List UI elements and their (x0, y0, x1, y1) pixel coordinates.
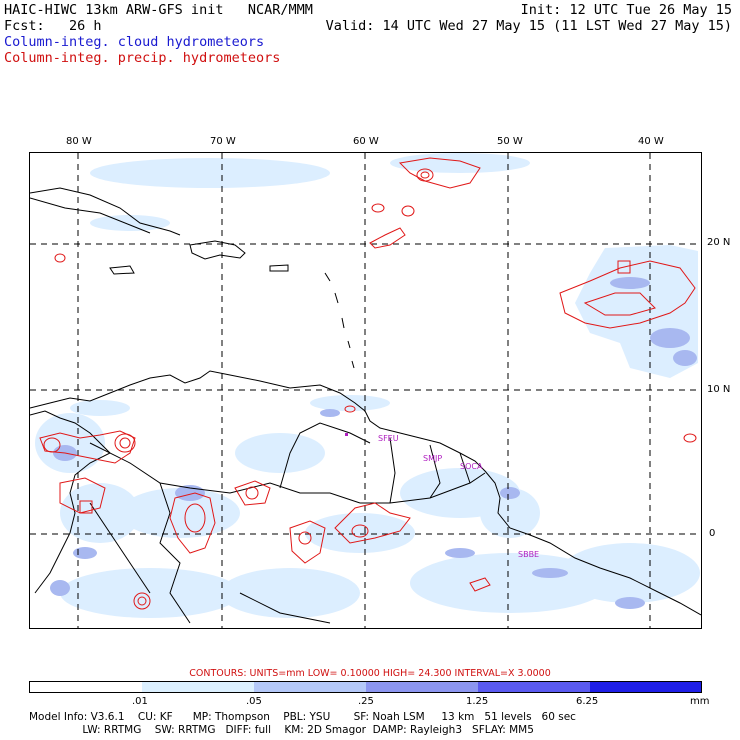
legend-cloud-hydrometeors: Column-integ. cloud hydrometeors (4, 34, 265, 50)
graticule (30, 153, 701, 628)
precip-contours (39, 157, 697, 610)
colorbar-bin-3 (254, 682, 366, 692)
lat-label-0: 0 (709, 528, 716, 539)
colorbar-unit: mm (690, 696, 710, 707)
model-info-line2: LW: RRTMG SW: RRTMG DIFF: full KM: 2D Sm… (29, 724, 534, 736)
colorbar-bin-5 (478, 682, 590, 692)
station-markers: SFEU SMJP SOCA SBBE (345, 433, 539, 559)
legend-precip-hydrometeors: Column-integ. precip. hydrometeors (4, 50, 281, 66)
colorbar-tick-5: 6.25 (576, 696, 599, 707)
init-time: Init: 12 UTC Tue 26 May 15 (520, 2, 732, 18)
plot-title: HAIC-HIWC 13km ARW-GFS init NCAR/MMM (4, 2, 313, 18)
valid-time: Valid: 14 UTC Wed 27 May 15 (11 LST Wed … (325, 18, 732, 34)
lon-label-80w: 80 W (66, 136, 92, 147)
colorbar-bin-1 (30, 682, 142, 692)
colorbar-tick-3: .25 (358, 696, 374, 707)
map-panel: SFEU SMJP SOCA SBBE (29, 152, 702, 629)
colorbar (29, 681, 702, 693)
forecast-hour: Fcst: 26 h (4, 18, 102, 34)
station-smjp: SMJP (423, 454, 442, 463)
colorbar-tick-1: .01 (132, 696, 148, 707)
cloud-shading-dense (50, 277, 697, 609)
cloud-shading (35, 153, 700, 618)
contours-info: CONTOURS: UNITS=mm LOW= 0.10000 HIGH= 24… (189, 668, 551, 679)
model-info-line1: Model Info: V3.6.1 CU: KF MP: Thompson P… (29, 711, 576, 723)
colorbar-tick-2: .05 (246, 696, 262, 707)
colorbar-tick-4: 1.25 (466, 696, 489, 707)
lat-label-10n: 10 N (707, 384, 731, 395)
colorbar-bin-6 (590, 682, 701, 692)
lon-label-60w: 60 W (353, 136, 379, 147)
lon-label-70w: 70 W (210, 136, 236, 147)
coastlines (30, 187, 701, 624)
station-sfeu: SFEU (378, 434, 399, 443)
colorbar-bin-2 (142, 682, 254, 692)
map-canvas: SFEU SMJP SOCA SBBE (30, 153, 701, 628)
lat-label-20n: 20 N (707, 237, 731, 248)
lon-label-50w: 50 W (497, 136, 523, 147)
lon-label-40w: 40 W (638, 136, 664, 147)
station-sbbe: SBBE (518, 550, 539, 559)
colorbar-bin-4 (366, 682, 478, 692)
station-soca: SOCA (460, 462, 483, 471)
